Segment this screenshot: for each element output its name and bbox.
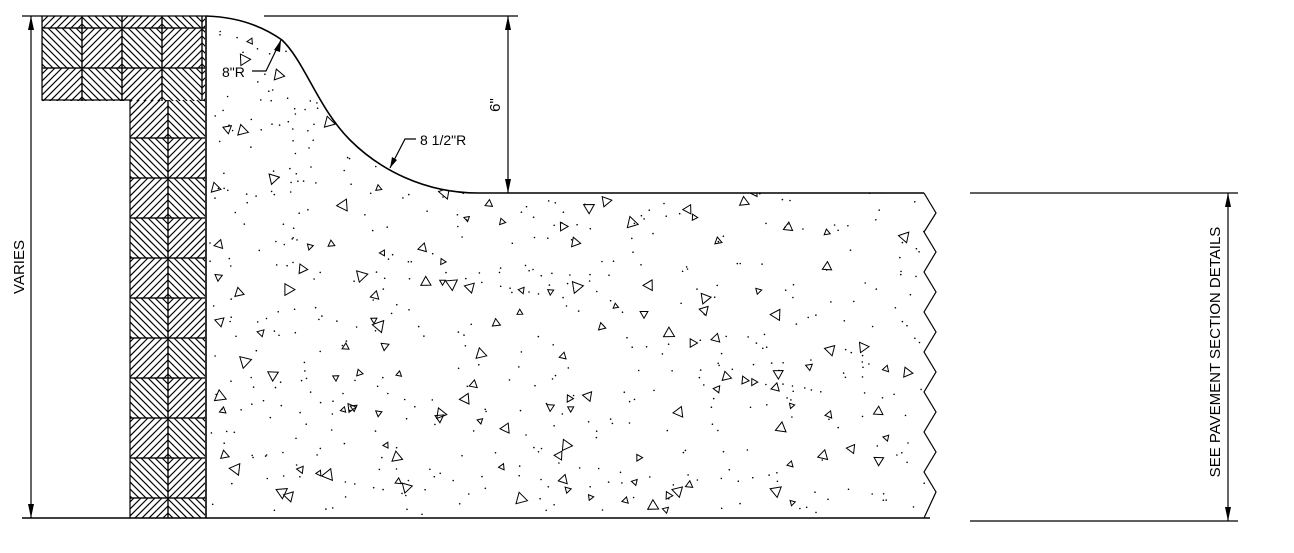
pavement-dimension [970,192,1238,522]
height-label: 6" [487,98,504,112]
earth-hatch-column [130,100,205,518]
radius-top-label: 8"R [222,64,245,80]
earth-hatch-top [42,16,205,101]
radius-top-leader [252,39,282,72]
height-dimension [264,15,518,193]
earth-hatch-outline [41,16,131,518]
curb-top-arc [205,15,924,194]
radius-cove-label: 8 1/2"R [420,132,466,148]
break-line [923,192,937,519]
pavement-note-label: SEE PAVEMENT SECTION DETAILS [1207,227,1224,478]
varies-label: VARIES [11,240,28,294]
varies-dimension [28,16,34,518]
radius-cove-leader [389,138,416,169]
